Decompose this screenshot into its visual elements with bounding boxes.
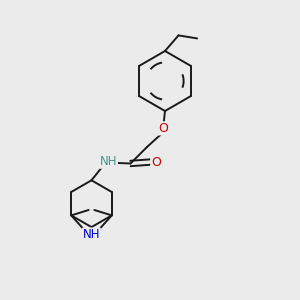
Text: O: O — [151, 155, 160, 169]
Text: O: O — [159, 122, 168, 135]
Text: NH: NH — [100, 155, 117, 168]
Text: NH: NH — [83, 228, 100, 241]
